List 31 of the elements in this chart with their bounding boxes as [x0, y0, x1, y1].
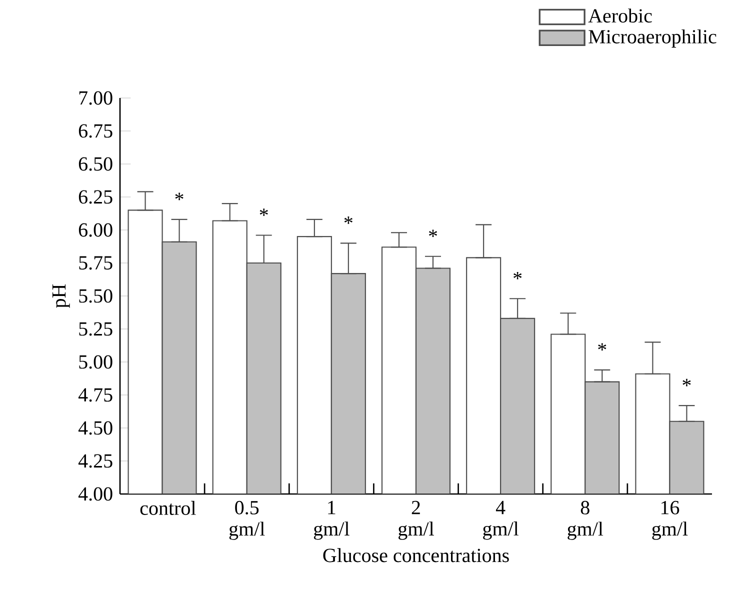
- y-tick-label: 5.75: [79, 256, 112, 270]
- y-tick-label: 6.00: [78, 223, 112, 237]
- x-tick-label: 0.5 gm/l: [229, 500, 265, 540]
- y-tick-label: 4.25: [78, 454, 112, 468]
- annotation: *: [260, 208, 268, 216]
- y-tick-label: 4.00: [78, 487, 112, 501]
- y-tick-label: 4.50: [78, 421, 112, 435]
- y-tick-label: 6.75: [78, 124, 112, 138]
- y-tick-label: 5.25: [79, 322, 112, 336]
- x-tick-label: 1 gm/l: [314, 500, 350, 540]
- annotation: *: [428, 230, 438, 238]
- annotation: *: [598, 343, 606, 351]
- annotation: *: [514, 272, 522, 280]
- legend-label: Aerobic: [588, 8, 652, 23]
- x-tick-label: 8 gm/l: [568, 500, 604, 540]
- x-axis-title: Glucose concentrations: [323, 548, 509, 562]
- y-tick-label: 5.00: [79, 355, 112, 369]
- y-axis-title: pH: [52, 284, 70, 308]
- annotation: *: [344, 216, 352, 224]
- legend-label: Microaerophilic: [588, 29, 716, 48]
- y-tick-label: 6.50: [78, 157, 112, 171]
- x-tick-label: 4 gm/l: [483, 500, 518, 540]
- x-tick-label: control: [140, 500, 196, 515]
- y-tick-label: 5.50: [79, 289, 112, 303]
- x-tick-label: 16 gm/l: [652, 500, 688, 540]
- annotation: *: [682, 378, 691, 386]
- annotation: *: [175, 192, 184, 200]
- x-tick-label: 2 gm/l: [398, 500, 434, 540]
- y-tick-label: 4.75: [78, 388, 112, 402]
- y-tick-label: 6.25: [78, 190, 112, 204]
- y-tick-label: 7.00: [79, 91, 112, 105]
